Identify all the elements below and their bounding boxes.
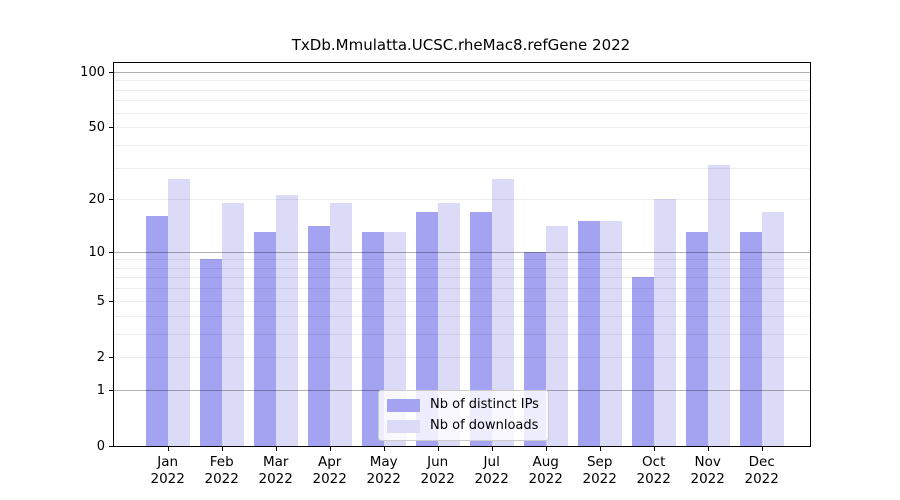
x-tick-mark-jul [491, 447, 493, 451]
y-tick-mark-20 [109, 199, 113, 201]
bar-downloads-aug [545, 226, 568, 446]
bar-distinct-ips-nov [685, 232, 708, 446]
x-tick-label-aug: Aug 2022 [528, 454, 563, 487]
legend-item-distinct-ips: Nb of distinct IPs [387, 397, 539, 413]
bar-distinct-ips-jun [415, 211, 438, 446]
chart-title: TxDb.Mmulatta.UCSC.rheMac8.refGene 2022 [291, 36, 631, 54]
bar-distinct-ips-mar [253, 232, 276, 446]
x-tick-label-feb: Feb 2022 [204, 454, 239, 487]
x-tick-label-mar: Mar 2022 [258, 454, 293, 487]
x-tick-label-jan: Jan 2022 [150, 454, 185, 487]
bar-distinct-ips-jul [469, 211, 492, 446]
bar-downloads-jan [167, 178, 190, 446]
legend: Nb of distinct IPs Nb of downloads [378, 390, 549, 441]
bar-downloads-nov [707, 164, 730, 446]
x-tick-label-oct: Oct 2022 [636, 454, 671, 487]
x-tick-mark-oct [653, 447, 655, 451]
y-tick-label-0: 0 [96, 439, 105, 454]
x-tick-mark-aug [545, 447, 547, 451]
legend-label-distinct-ips: Nb of distinct IPs [430, 397, 539, 412]
bar-distinct-ips-feb [199, 259, 222, 447]
y-tick-mark-0 [109, 446, 113, 447]
x-tick-label-may: May 2022 [366, 454, 401, 487]
x-tick-label-jun: Jun 2022 [420, 454, 455, 487]
x-tick-mark-mar [275, 447, 277, 451]
bar-distinct-ips-sep [577, 221, 600, 446]
legend-swatch-distinct-ips [387, 398, 420, 412]
legend-swatch-downloads [387, 419, 420, 433]
plot-area: Nb of distinct IPs Nb of downloads 0 1 2 5 1… [80, 62, 811, 487]
x-tick-mark-may [383, 447, 385, 451]
x-tick-mark-nov [707, 447, 709, 451]
y-tick-mark-1 [109, 389, 113, 391]
y-tick-label-20: 20 [88, 192, 105, 208]
y-tick-label-5: 5 [96, 293, 105, 309]
x-tick-label-jul: Jul 2022 [474, 454, 509, 487]
x-tick-mark-jun [437, 447, 439, 451]
bar-downloads-jun [437, 203, 460, 446]
legend-label-downloads: Nb of downloads [430, 418, 539, 433]
x-tick-label-sep: Sep 2022 [582, 454, 617, 487]
bar-downloads-feb [221, 203, 244, 446]
x-tick-label-dec: Dec 2022 [744, 454, 779, 487]
y-tick-mark-2 [109, 356, 113, 358]
x-tick-mark-apr [329, 447, 331, 451]
bars-layer [114, 63, 810, 447]
bar-downloads-jul [491, 178, 514, 446]
y-tick-label-1: 1 [96, 382, 105, 398]
x-tick-label-apr: Apr 2022 [312, 454, 347, 487]
y-tick-label-10: 10 [88, 244, 105, 260]
x-tick-mark-feb [221, 447, 223, 451]
x-tick-mark-sep [599, 447, 601, 451]
bar-downloads-apr [329, 203, 352, 446]
bar-downloads-mar [275, 195, 298, 446]
y-tick-mark-10 [109, 251, 113, 253]
y-tick-mark-5 [109, 300, 113, 302]
bar-distinct-ips-oct [631, 277, 654, 446]
y-tick-label-2: 2 [96, 349, 105, 365]
legend-item-downloads: Nb of downloads [387, 418, 539, 434]
bar-downloads-sep [599, 221, 622, 446]
bar-distinct-ips-jan [145, 216, 168, 446]
y-tick-mark-100 [109, 71, 113, 73]
bar-downloads-oct [653, 199, 676, 446]
y-tick-label-100: 100 [80, 64, 105, 80]
x-tick-mark-dec [761, 447, 763, 451]
y-tick-label-50: 50 [88, 120, 105, 136]
x-tick-label-nov: Nov 2022 [690, 454, 725, 487]
bar-distinct-ips-dec [739, 232, 762, 446]
bar-distinct-ips-apr [307, 226, 330, 446]
bar-downloads-dec [761, 211, 784, 446]
y-tick-mark-50 [109, 127, 113, 129]
x-tick-mark-jan [167, 447, 169, 451]
